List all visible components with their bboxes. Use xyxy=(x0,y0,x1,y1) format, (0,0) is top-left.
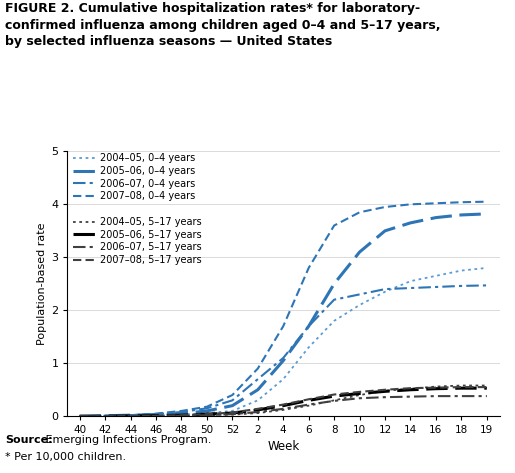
Text: Source:: Source: xyxy=(5,435,53,445)
Text: FIGURE 2. Cumulative hospitalization rates* for laboratory-: FIGURE 2. Cumulative hospitalization rat… xyxy=(5,2,420,15)
Y-axis label: Population-based rate: Population-based rate xyxy=(37,223,47,345)
Text: Emerging Infections Program.: Emerging Infections Program. xyxy=(42,435,212,445)
Text: * Per 10,000 children.: * Per 10,000 children. xyxy=(5,452,126,462)
Text: confirmed influenza among children aged 0–4 and 5–17 years,: confirmed influenza among children aged … xyxy=(5,19,441,32)
X-axis label: Week: Week xyxy=(267,440,299,453)
Legend: 2004–05, 0–4 years, 2005–06, 0–4 years, 2006–07, 0–4 years, 2007–08, 0–4 years, : 2004–05, 0–4 years, 2005–06, 0–4 years, … xyxy=(71,151,204,267)
Text: by selected influenza seasons — United States: by selected influenza seasons — United S… xyxy=(5,35,332,48)
